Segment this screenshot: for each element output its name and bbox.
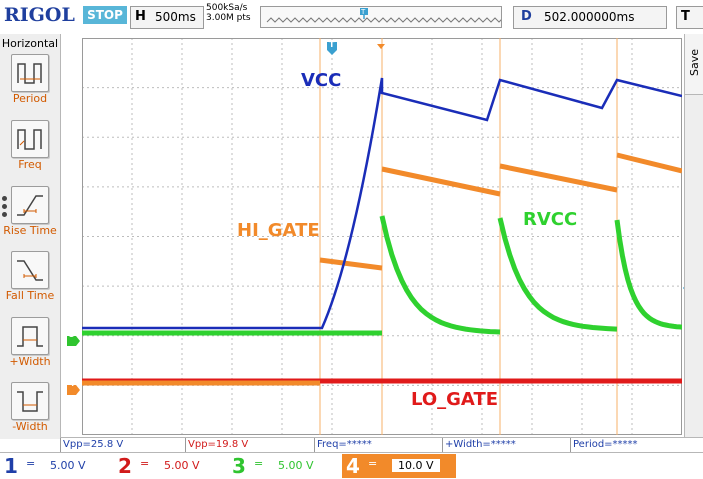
positive-width-icon	[11, 317, 49, 355]
channel-2-status[interactable]: 2 = 5.00 V	[114, 454, 226, 478]
delay-box[interactable]: D 502.000000ms	[513, 6, 667, 29]
channel-3-scale: 5.00 V	[278, 459, 314, 472]
top-status-bar: RIGOL STOP H 500ms 500kSa/s 3.00M pts T …	[0, 0, 703, 33]
memory-overview-wave: T	[266, 8, 516, 23]
hi-gate-label: HI_GATE	[237, 220, 320, 241]
menu-label-freq: Freq	[18, 158, 42, 171]
trigger-box[interactable]: T	[676, 6, 703, 29]
channel-1-status[interactable]: 1 = 5.00 V	[0, 454, 112, 478]
vcc-trace	[82, 77, 682, 330]
timebase-value: 500ms	[155, 10, 196, 24]
center-time-marker	[377, 35, 385, 49]
menu-item-positive-width[interactable]: +Width	[0, 317, 60, 379]
channel-4-scale: 10.0 V	[392, 459, 440, 472]
sample-rate: 500kSa/s	[206, 3, 248, 13]
channel-4-number: 4	[346, 454, 360, 478]
svg-text:T: T	[360, 8, 366, 16]
ch4-ground-marker[interactable]: 4	[67, 379, 81, 395]
waveform-traces	[82, 77, 682, 386]
ch3-ground-marker[interactable]: 3	[67, 330, 81, 346]
menu-item-negative-width[interactable]: -Width	[0, 382, 60, 444]
delay-value: 502.000000ms	[544, 10, 635, 24]
menu-label-negative-width: -Width	[12, 420, 48, 433]
channel-4-status[interactable]: 4 = 10.0 V	[342, 454, 456, 478]
trigger-position-marker[interactable]: T	[327, 40, 337, 55]
menu-title: Horizontal	[1, 37, 59, 50]
menu-item-freq[interactable]: Freq	[0, 120, 60, 182]
acquisition-info: 500kSa/s 3.00M pts	[206, 3, 251, 23]
channel-2-coupling: =	[140, 457, 150, 470]
channel-4-coupling: =	[368, 457, 378, 470]
channel-2-number: 2	[118, 454, 132, 478]
channel-2-scale: 5.00 V	[164, 459, 200, 472]
trigger-position-icon: T	[360, 8, 368, 19]
rvcc-label: RVCC	[523, 209, 578, 230]
measurement-period[interactable]: Period=*****	[570, 438, 693, 452]
measurement-vpp-ch2[interactable]: Vpp=19.8 V	[185, 438, 308, 452]
menu-item-fall-time[interactable]: Fall Time	[0, 251, 60, 313]
memory-position-track[interactable]: T	[260, 6, 516, 28]
channel-3-status[interactable]: 3 = 5.00 V	[228, 454, 340, 478]
rvcc-trace	[82, 215, 682, 336]
vcc-helper	[82, 78, 617, 328]
negative-width-icon	[11, 382, 49, 420]
menu-item-period[interactable]: Period	[0, 54, 60, 116]
run-stop-indicator[interactable]: STOP	[83, 6, 127, 24]
right-side-panel: Save	[684, 34, 703, 439]
menu-label-period: Period	[12, 92, 48, 105]
fall-time-icon	[11, 251, 49, 289]
delay-key: D	[521, 9, 532, 24]
menu-label-rise-time: Rise Time	[3, 224, 57, 237]
ch4-marker-label: 4	[69, 379, 75, 388]
channel-status-bar: 1 = 5.00 V 2 = 5.00 V 3 = 5.00 V 4 = 10.…	[0, 452, 703, 479]
channel-1-coupling: =	[26, 457, 36, 470]
lo-gate-label: LO_GATE	[411, 389, 499, 410]
channel-1-number: 1	[4, 454, 18, 478]
channel-3-coupling: =	[254, 457, 264, 470]
hi-gate-trace	[82, 152, 682, 386]
measurement-vpp-ch1[interactable]: Vpp=25.8 V	[60, 438, 183, 452]
menu-page-dot	[2, 204, 7, 209]
timebase-key: H	[135, 9, 146, 24]
waveform-display[interactable]: T 3 4 T VCC HI_GATE RVCC LO_GATE	[67, 35, 696, 435]
freq-icon	[11, 120, 49, 158]
channel-3-number: 3	[232, 454, 246, 478]
period-icon	[11, 54, 49, 92]
measurement-positive-width[interactable]: +Width=*****	[442, 438, 565, 452]
menu-page-dot	[2, 212, 7, 217]
menu-label-fall-time: Fall Time	[5, 289, 55, 302]
measurement-bar: Vpp=25.8 V Vpp=19.8 V Freq=***** +Width=…	[60, 437, 703, 452]
trigger-marker-label: T	[329, 40, 335, 49]
memory-depth: 3.00M pts	[206, 13, 251, 23]
brand-logo: RIGOL	[4, 4, 75, 26]
trigger-key: T	[681, 9, 690, 24]
channel-1-scale: 5.00 V	[50, 459, 86, 472]
graticule-lines	[82, 38, 682, 435]
ch3-marker-label: 3	[69, 330, 75, 339]
measurement-freq[interactable]: Freq=*****	[314, 438, 437, 452]
menu-page-dot	[2, 196, 7, 201]
save-tab[interactable]: Save	[685, 34, 703, 95]
waveform-graticule	[82, 38, 682, 435]
timebase-box[interactable]: H 500ms	[130, 6, 204, 29]
rise-time-icon	[11, 186, 49, 224]
vcc-label: VCC	[301, 70, 342, 91]
horizontal-measure-menu: Horizontal Period Freq Rise Time Fall Ti…	[0, 34, 61, 439]
menu-item-rise-time[interactable]: Rise Time	[0, 186, 60, 248]
save-label: Save	[688, 49, 701, 77]
menu-label-positive-width: +Width	[9, 355, 51, 368]
